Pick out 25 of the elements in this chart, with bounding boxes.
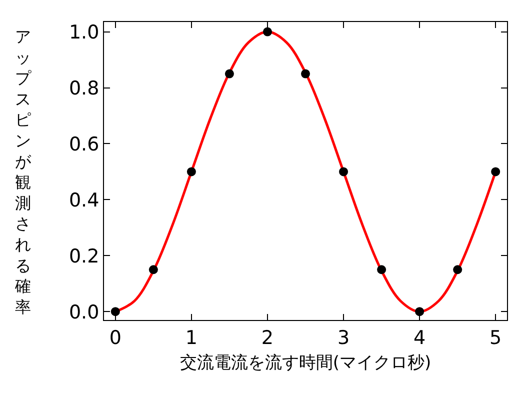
point bbox=[377, 265, 386, 274]
y-tick-label: 0.8 bbox=[68, 77, 100, 100]
y-tick-label: 0.0 bbox=[68, 301, 100, 324]
point bbox=[301, 69, 310, 78]
x-tick-label: 2 bbox=[261, 326, 274, 349]
point bbox=[415, 307, 424, 316]
y-tick-label: 1.0 bbox=[68, 21, 100, 44]
point bbox=[491, 167, 500, 176]
point bbox=[224, 69, 234, 78]
point bbox=[186, 167, 196, 176]
y-tick-label: 0.6 bbox=[68, 133, 100, 156]
point bbox=[110, 307, 120, 316]
point bbox=[148, 265, 158, 274]
point bbox=[453, 265, 462, 274]
x-tick-label: 0 bbox=[109, 326, 122, 349]
x-tick-label: 5 bbox=[490, 326, 502, 349]
text: アップスピンが観測される確率 bbox=[15, 27, 31, 316]
point bbox=[262, 27, 272, 36]
y-tick-label: 0.4 bbox=[68, 189, 100, 212]
x-axis-title: 交流電流を流す時間(マイクロ秒) bbox=[180, 353, 432, 374]
x-tick-label: 4 bbox=[414, 326, 426, 349]
x-tick-label: 1 bbox=[185, 326, 198, 349]
point bbox=[339, 167, 348, 176]
y-tick-label: 0.2 bbox=[68, 245, 100, 268]
x-tick-label: 3 bbox=[337, 326, 350, 349]
